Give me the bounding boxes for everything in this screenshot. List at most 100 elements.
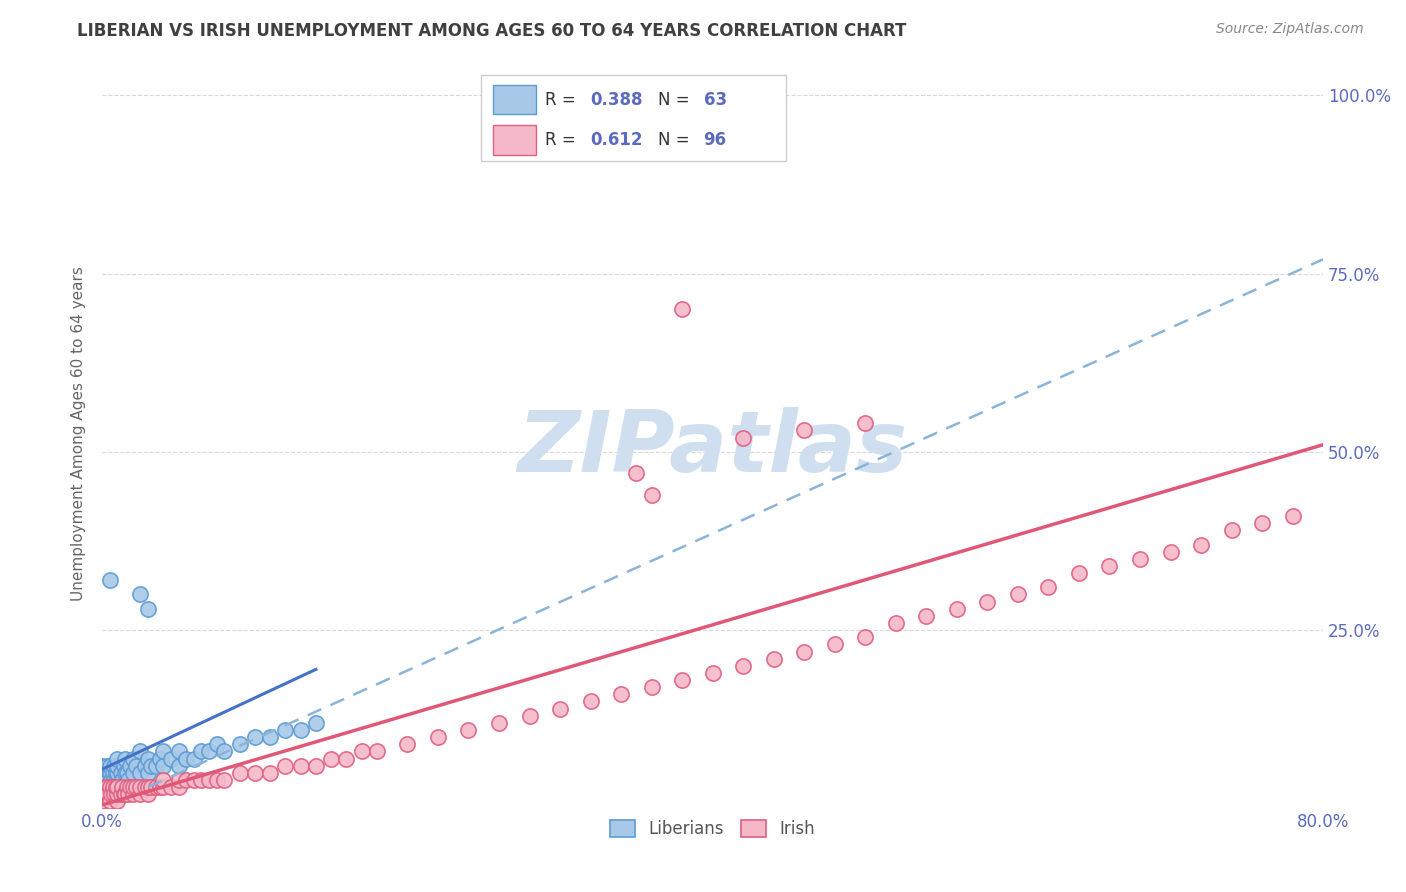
Point xyxy=(198,744,221,758)
Point xyxy=(274,758,297,772)
Point xyxy=(98,794,121,808)
Point xyxy=(145,758,167,772)
Point xyxy=(198,772,221,787)
Point xyxy=(129,744,152,758)
Point xyxy=(853,417,876,431)
Point xyxy=(1281,509,1303,524)
Point xyxy=(98,780,121,794)
Point xyxy=(91,765,114,780)
Point xyxy=(110,787,132,801)
Point xyxy=(117,787,139,801)
Point xyxy=(103,758,125,772)
Point xyxy=(139,758,162,772)
Point xyxy=(1129,551,1152,566)
Point xyxy=(214,744,236,758)
Point xyxy=(167,780,190,794)
Legend: Liberians, Irish: Liberians, Irish xyxy=(603,814,821,845)
Point xyxy=(96,758,118,772)
Point xyxy=(115,780,138,794)
Point xyxy=(136,787,159,801)
Point xyxy=(96,772,118,787)
Point xyxy=(548,701,571,715)
Point xyxy=(100,787,122,801)
Point xyxy=(243,765,266,780)
Point xyxy=(104,765,127,780)
Point xyxy=(488,715,510,730)
Point xyxy=(121,765,143,780)
Point xyxy=(610,687,633,701)
Point xyxy=(321,751,343,765)
Point xyxy=(91,794,114,808)
Point xyxy=(167,772,190,787)
Point xyxy=(136,751,159,765)
Point xyxy=(426,730,449,744)
Point xyxy=(134,758,156,772)
Point xyxy=(174,751,197,765)
Point xyxy=(101,780,124,794)
Point xyxy=(305,758,328,772)
Point xyxy=(91,787,114,801)
Point xyxy=(183,751,205,765)
Point xyxy=(111,772,134,787)
Point xyxy=(976,594,998,608)
Point xyxy=(1220,524,1243,538)
Point xyxy=(94,787,117,801)
Point xyxy=(853,630,876,644)
Point xyxy=(946,601,969,615)
Point xyxy=(243,730,266,744)
Point xyxy=(112,787,135,801)
Point xyxy=(94,765,117,780)
Point xyxy=(702,665,724,680)
Point xyxy=(91,780,114,794)
Point xyxy=(107,765,129,780)
Point xyxy=(94,780,117,794)
Point xyxy=(139,780,162,794)
Point xyxy=(98,780,121,794)
Point xyxy=(1038,580,1060,594)
Point xyxy=(671,302,693,317)
Point xyxy=(640,680,662,694)
Point xyxy=(121,787,143,801)
Point xyxy=(107,787,129,801)
Point xyxy=(259,765,281,780)
Point xyxy=(884,615,907,630)
Point xyxy=(366,744,388,758)
Point xyxy=(290,723,312,737)
Point xyxy=(136,601,159,615)
Point xyxy=(824,637,846,651)
Point xyxy=(152,758,174,772)
Text: Source: ZipAtlas.com: Source: ZipAtlas.com xyxy=(1216,22,1364,37)
Point xyxy=(335,751,357,765)
Point xyxy=(1067,566,1090,580)
Point xyxy=(152,780,174,794)
Point xyxy=(103,787,125,801)
Point xyxy=(129,765,152,780)
Point xyxy=(152,744,174,758)
Point xyxy=(214,772,236,787)
Point xyxy=(129,787,152,801)
Point xyxy=(167,758,190,772)
Point xyxy=(174,772,197,787)
Point xyxy=(274,723,297,737)
Point xyxy=(915,608,938,623)
Point xyxy=(205,737,228,751)
Point xyxy=(91,787,114,801)
Point xyxy=(149,751,172,765)
Point xyxy=(114,787,136,801)
Point xyxy=(98,758,121,772)
Point xyxy=(145,780,167,794)
Point xyxy=(671,673,693,687)
Point xyxy=(793,644,815,658)
Point xyxy=(190,772,212,787)
Point xyxy=(114,765,136,780)
Point xyxy=(290,758,312,772)
Point xyxy=(1343,88,1365,103)
Point xyxy=(1251,516,1274,531)
Point xyxy=(103,772,125,787)
Point xyxy=(104,780,127,794)
Point xyxy=(107,780,129,794)
Point xyxy=(107,758,129,772)
Point xyxy=(91,758,114,772)
Point xyxy=(121,751,143,765)
Point xyxy=(305,715,328,730)
